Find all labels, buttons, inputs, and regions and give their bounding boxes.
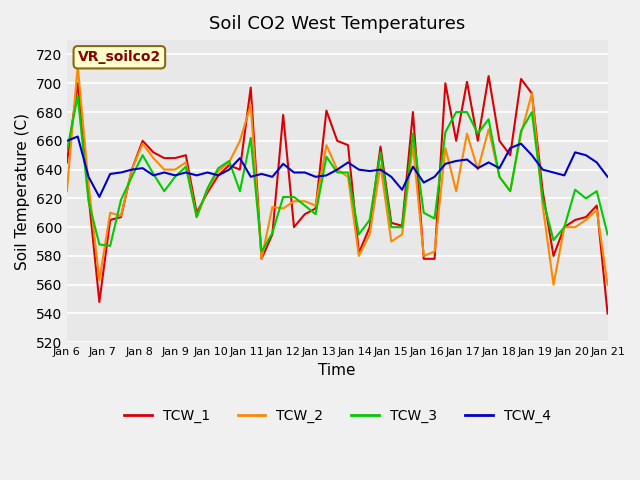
TCW_4 — [74, 133, 81, 139]
TCW_2 — [463, 131, 471, 136]
TCW_2 — [604, 282, 611, 288]
TCW_4 — [247, 174, 255, 180]
Text: VR_soilco2: VR_soilco2 — [77, 50, 161, 64]
TCW_2 — [431, 249, 438, 254]
TCW_3 — [63, 148, 71, 154]
Line: TCW_1: TCW_1 — [67, 76, 607, 313]
Line: TCW_4: TCW_4 — [67, 136, 607, 197]
TCW_3 — [258, 249, 266, 254]
TCW_3 — [474, 131, 482, 136]
Line: TCW_2: TCW_2 — [67, 66, 607, 285]
TCW_1 — [593, 203, 600, 208]
TCW_3 — [442, 129, 449, 135]
TCW_3 — [74, 93, 81, 99]
TCW_1 — [484, 73, 492, 79]
Legend: TCW_1, TCW_2, TCW_3, TCW_4: TCW_1, TCW_2, TCW_3, TCW_4 — [118, 404, 556, 429]
TCW_4 — [95, 194, 103, 200]
Line: TCW_3: TCW_3 — [67, 96, 607, 252]
Y-axis label: Soil Temperature (C): Soil Temperature (C) — [15, 113, 30, 270]
TCW_3 — [593, 188, 600, 194]
TCW_4 — [204, 169, 211, 175]
TCW_2 — [63, 188, 71, 194]
TCW_4 — [63, 138, 71, 144]
TCW_1 — [63, 159, 71, 165]
TCW_4 — [593, 159, 600, 165]
TCW_1 — [236, 167, 244, 172]
TCW_1 — [604, 311, 611, 316]
TCW_1 — [225, 162, 233, 168]
TCW_2 — [236, 138, 244, 144]
TCW_3 — [236, 188, 244, 194]
TCW_4 — [604, 174, 611, 180]
TCW_4 — [474, 165, 482, 171]
TCW_2 — [74, 63, 81, 69]
TCW_4 — [258, 171, 266, 177]
TCW_2 — [593, 207, 600, 213]
TCW_3 — [193, 214, 200, 220]
TCW_3 — [247, 135, 255, 141]
TCW_1 — [452, 138, 460, 144]
TCW_3 — [604, 231, 611, 237]
TCW_4 — [442, 161, 449, 167]
Title: Soil CO2 West Temperatures: Soil CO2 West Temperatures — [209, 15, 465, 33]
TCW_1 — [420, 256, 428, 262]
TCW_2 — [193, 214, 200, 220]
TCW_2 — [247, 102, 255, 108]
TCW_2 — [550, 282, 557, 288]
TCW_1 — [182, 152, 189, 158]
X-axis label: Time: Time — [319, 363, 356, 378]
